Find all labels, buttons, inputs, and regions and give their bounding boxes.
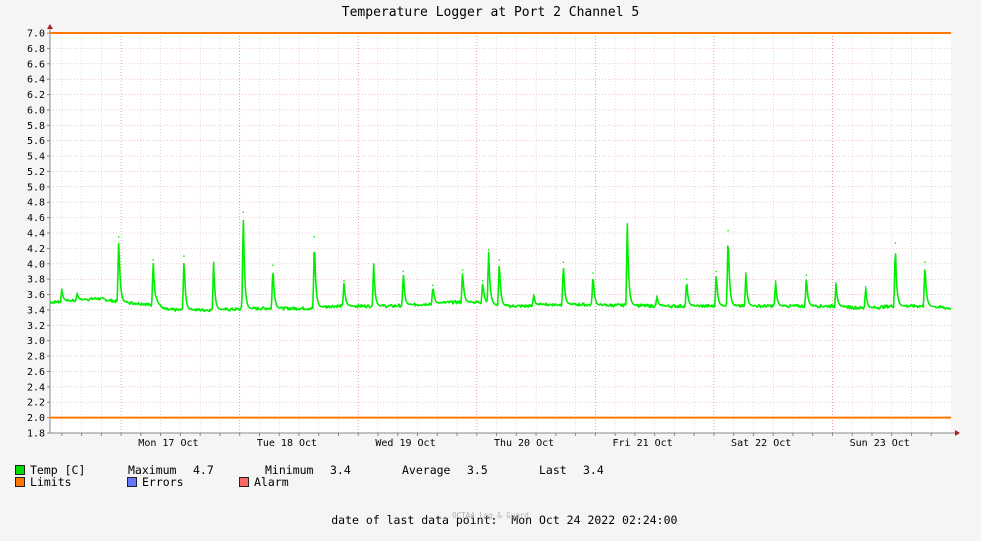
y-tick-label: 6.4 [27, 75, 45, 86]
last-value: 3.4 [583, 463, 604, 477]
temperature-peak-point [117, 236, 120, 238]
x-day-label: Sat 22 Oct [731, 438, 791, 449]
y-tick-label: 3.6 [27, 290, 45, 301]
temperature-peak-point [498, 259, 501, 261]
maximum-label: Maximum [128, 463, 177, 477]
minimum-value: 3.4 [330, 463, 351, 477]
y-tick-label: 6.6 [27, 59, 45, 70]
y-tick-label: 5.4 [27, 152, 45, 163]
temperature-peak-point [805, 274, 808, 277]
y-tick-label: 2.8 [27, 352, 45, 363]
last-data-point-value: Mon Oct 24 2022 02:24:00 [511, 513, 678, 527]
minimum-label: Minimum [265, 463, 314, 477]
temperature-peak-point [372, 262, 375, 265]
x-day-label: Thu 20 Oct [494, 438, 554, 449]
legend-temp-label: Temp [C] [30, 463, 86, 477]
errors-swatch [127, 477, 137, 487]
legend-errors-label: Errors [142, 475, 184, 489]
y-tick-label: 2.6 [27, 367, 45, 378]
chart-title: Temperature Logger at Port 2 Channel 5 [341, 5, 640, 20]
y-tick-label: 4.8 [27, 198, 45, 209]
temperature-peak-point [242, 211, 245, 214]
x-axis-arrow [955, 430, 960, 436]
y-tick-label: 3.8 [27, 275, 45, 286]
maximum-value: 4.7 [193, 463, 214, 477]
y-tick-label: 3.4 [27, 305, 45, 316]
temperature-peak-point [343, 279, 345, 282]
y-tick-label: 6.0 [27, 105, 45, 116]
temperature-peak-point [481, 279, 484, 282]
y-tick-label: 2.4 [27, 382, 45, 393]
y-axis-arrow [47, 24, 53, 29]
last-label: Last [539, 463, 567, 477]
watermark: OCTA4 Log & Guard [452, 511, 529, 520]
temperature-peak-point [61, 288, 63, 290]
temperature-peak-point [402, 270, 405, 273]
temperature-peak-point [432, 284, 434, 287]
y-tick-label: 3.0 [27, 336, 45, 347]
y-tick-label: 5.6 [27, 136, 45, 147]
y-tick-label: 4.0 [27, 259, 45, 270]
last-data-point: date of last data point: Mon Oct 24 2022… [0, 499, 981, 541]
temperature-peak-point [656, 295, 658, 297]
temperature-peak-point [272, 264, 274, 267]
y-tick-label: 5.2 [27, 167, 45, 178]
alarm-swatch [239, 477, 249, 487]
y-tick-label: 5.8 [27, 121, 45, 132]
temperature-chart: 7.0 6.8 6.6 6.4 6.2 6.0 5.8 5.6 5.4 5.2 5.0 4.8 4.6 4… [27, 24, 960, 449]
temperature-peak-point [532, 293, 535, 296]
x-day-label: Sun 23 Oct [850, 438, 910, 449]
temperature-peak-point [924, 261, 926, 264]
y-tick-label: 1.8 [27, 429, 45, 440]
temperature-peak-point [685, 278, 688, 280]
y-tick-label: 6.2 [27, 90, 45, 101]
temperature-peak-point [727, 229, 729, 232]
y-tick-label: 4.6 [27, 213, 45, 224]
temperature-peak-point [487, 249, 490, 251]
temperature-peak-point [626, 222, 629, 225]
temperature-peak-point [835, 282, 837, 284]
chart-window: 7.0 6.8 6.6 6.4 6.2 6.0 5.8 5.6 5.4 5.2 5.0 4.8 4.6 4… [15, 5, 960, 527]
temp-swatch [15, 465, 25, 475]
temperature-peak-point [183, 255, 185, 257]
y-tick-label: 2.2 [27, 398, 45, 409]
y-tick-label: 2.0 [27, 413, 45, 424]
legend-limits-label: Limits [30, 475, 72, 489]
temperature-peak-point [774, 279, 777, 282]
temperature-peak-point [894, 242, 897, 244]
x-day-label: Mon 17 Oct [138, 438, 198, 449]
temperature-peak-point [745, 272, 747, 274]
temperature-peak-point [212, 261, 215, 264]
average-label: Average [402, 463, 451, 477]
limits-swatch [15, 477, 25, 487]
last-data-point-label: date of last data point: [331, 513, 498, 527]
y-tick-label: 6.8 [27, 44, 45, 55]
y-tick-label: 7.0 [27, 29, 45, 40]
temperature-peak-point [864, 286, 867, 288]
temperature-series-line [49, 219, 952, 313]
temperature-peak-point [152, 259, 154, 261]
x-day-label: Tue 18 Oct [257, 438, 317, 449]
y-tick-label: 4.2 [27, 244, 45, 255]
average-value: 3.5 [467, 463, 488, 477]
temperature-peak-point [461, 269, 464, 271]
legend-alarm-label: Alarm [254, 475, 289, 489]
y-tick-label: 5.0 [27, 182, 45, 193]
temperature-peak-point [715, 270, 718, 273]
temperature-peak-point [76, 292, 79, 294]
temperature-peak-point [592, 272, 594, 274]
y-tick-label: 3.2 [27, 321, 45, 332]
temperature-peak-point [562, 261, 565, 264]
x-day-label: Wed 19 Oct [375, 438, 435, 449]
x-day-label: Fri 21 Oct [613, 438, 673, 449]
temperature-peak-point [313, 236, 316, 238]
y-tick-label: 4.4 [27, 229, 45, 240]
